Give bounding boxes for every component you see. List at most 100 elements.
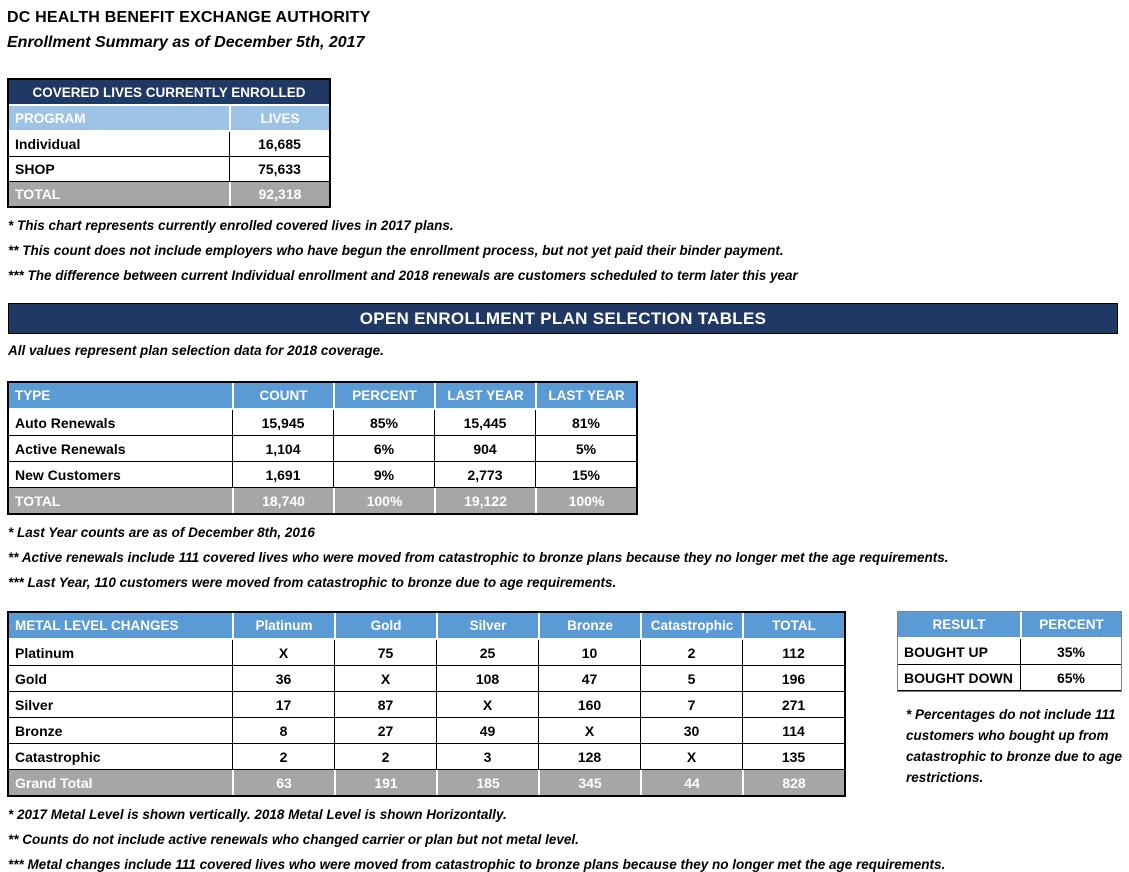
table-cell: 44	[640, 770, 742, 795]
table-cell: TOTAL	[15, 492, 61, 509]
table-cell: 2,773	[434, 462, 535, 487]
table-cell: 128	[538, 744, 640, 769]
table-cell: 75,633	[229, 157, 329, 181]
footnote: *** Last Year, 110 customers were moved …	[8, 575, 617, 590]
table-row: SHOP 75,633	[9, 157, 329, 182]
table-cell: 185	[436, 770, 538, 795]
table-cell: 47	[538, 666, 640, 691]
table-cell: Gold	[9, 666, 232, 691]
covered-lives-table-title: COVERED LIVES CURRENTLY ENROLLED	[32, 84, 306, 100]
table-cell: X	[538, 718, 640, 743]
grand-total-row: Grand Total 63 191 185 345 44 828	[9, 770, 844, 795]
table-cell: Bronze	[9, 718, 232, 743]
footnote: * Last Year counts are as of December 8t…	[8, 525, 315, 540]
table-cell: 30	[640, 718, 742, 743]
table-cell: 9%	[333, 462, 434, 487]
footnote: ** This count does not include employers…	[8, 243, 784, 258]
section-banner: OPEN ENROLLMENT PLAN SELECTION TABLES	[8, 303, 1118, 334]
column-header-bronze: Bronze	[538, 613, 640, 638]
table-cell: 6%	[333, 436, 434, 461]
table-row: Gold 36 X 108 47 5 196	[9, 666, 844, 692]
table-cell: 1,104	[232, 436, 333, 461]
table-cell: X	[334, 666, 436, 691]
table-cell: Active Renewals	[9, 436, 232, 461]
table-cell: 108	[436, 666, 538, 691]
table-cell: BOUGHT DOWN	[898, 665, 1020, 690]
table-cell: 35%	[1020, 639, 1121, 664]
table-cell: Platinum	[9, 640, 232, 665]
table-row: Individual 16,685	[9, 132, 329, 157]
table-cell: 100%	[333, 488, 434, 513]
table-cell: 2	[232, 744, 334, 769]
page-subtitle: Enrollment Summary as of December 5th, 2…	[7, 34, 365, 51]
table-row: Auto Renewals 15,945 85% 15,445 81%	[9, 410, 636, 436]
footnote: ** Counts do not include active renewals…	[8, 832, 579, 847]
result-note: * Percentages do not include 111 custome…	[906, 707, 1123, 785]
table-cell: 65%	[1020, 665, 1121, 690]
column-header-lastyear-percent: LAST YEAR	[535, 383, 636, 408]
table-row: Active Renewals 1,104 6% 904 5%	[9, 436, 636, 462]
column-header-total: TOTAL	[742, 613, 844, 638]
column-header-silver: Silver	[436, 613, 538, 638]
covered-lives-header-row: PROGRAM LIVES	[9, 106, 329, 132]
plan-selection-footnotes: * Last Year counts are as of December 8t…	[7, 526, 1129, 590]
column-header-result-percent: PERCENT	[1020, 612, 1121, 637]
table-cell: SHOP	[9, 157, 229, 181]
total-row: TOTAL 92,318	[9, 182, 329, 206]
table-cell: 2	[640, 640, 742, 665]
table-row: BOUGHT UP 35%	[898, 639, 1121, 665]
table-row: Catastrophic 2 2 3 128 X 135	[9, 744, 844, 770]
table-cell: 87	[334, 692, 436, 717]
table-cell: 196	[742, 666, 844, 691]
table-row: Bronze 8 27 49 X 30 114	[9, 718, 844, 744]
table-cell: 16,685	[229, 132, 329, 156]
result-header-row: RESULT PERCENT	[898, 612, 1121, 639]
table-cell: New Customers	[9, 462, 232, 487]
page-title: DC HEALTH BENEFIT EXCHANGE AUTHORITY	[7, 9, 371, 26]
table-cell: 19,122	[434, 488, 535, 513]
column-header-result: RESULT	[932, 617, 986, 632]
column-header-program: PROGRAM	[15, 110, 86, 126]
table-cell: 114	[742, 718, 844, 743]
column-header-type: TYPE	[15, 388, 51, 403]
covered-lives-footnotes: * This chart represents currently enroll…	[7, 219, 1129, 283]
table-cell: 63	[232, 770, 334, 795]
table-cell: 904	[434, 436, 535, 461]
column-header-count: COUNT	[232, 383, 333, 408]
table-row: Platinum X 75 25 10 2 112	[9, 640, 844, 666]
table-cell: 100%	[535, 488, 636, 513]
covered-lives-table-title-row: COVERED LIVES CURRENTLY ENROLLED	[9, 80, 329, 106]
table-cell: X	[232, 640, 334, 665]
report-page: DC HEALTH BENEFIT EXCHANGE AUTHORITY Enr…	[7, 9, 1129, 872]
table-cell: 345	[538, 770, 640, 795]
table-cell: 5	[640, 666, 742, 691]
metal-changes-header-row: METAL LEVEL CHANGES Platinum Gold Silver…	[9, 613, 844, 640]
table-cell: 3	[436, 744, 538, 769]
table-cell: 15,945	[232, 410, 333, 435]
table-cell: 828	[742, 770, 844, 795]
table-row: Silver 17 87 X 160 7 271	[9, 692, 844, 718]
footnote: *** The difference between current Indiv…	[8, 268, 798, 283]
column-header-metal-level-changes: METAL LEVEL CHANGES	[15, 618, 179, 633]
footnote: *** Metal changes include 111 covered li…	[8, 857, 946, 872]
section-caption: All values represent plan selection data…	[8, 343, 384, 358]
plan-selection-table: TYPE COUNT PERCENT LAST YEAR LAST YEAR A…	[7, 381, 638, 515]
table-cell: 191	[334, 770, 436, 795]
footnote: * 2017 Metal Level is shown vertically. …	[8, 807, 507, 822]
metal-section: METAL LEVEL CHANGES Platinum Gold Silver…	[7, 611, 1129, 797]
result-section: RESULT PERCENT BOUGHT UP 35% BOUGHT DOWN…	[897, 611, 1128, 789]
footnote: * This chart represents currently enroll…	[8, 218, 454, 233]
table-cell: 7	[640, 692, 742, 717]
table-cell: 81%	[535, 410, 636, 435]
table-cell: 15,445	[434, 410, 535, 435]
table-cell: 92,318	[229, 182, 329, 206]
covered-lives-table: COVERED LIVES CURRENTLY ENROLLED PROGRAM…	[7, 78, 331, 208]
table-cell: 49	[436, 718, 538, 743]
table-cell: BOUGHT UP	[898, 639, 1020, 664]
column-header-catastrophic: Catastrophic	[640, 613, 742, 638]
table-cell: 10	[538, 640, 640, 665]
table-cell: 135	[742, 744, 844, 769]
column-header-gold: Gold	[334, 613, 436, 638]
table-cell: TOTAL	[15, 186, 61, 202]
column-header-percent: PERCENT	[333, 383, 434, 408]
